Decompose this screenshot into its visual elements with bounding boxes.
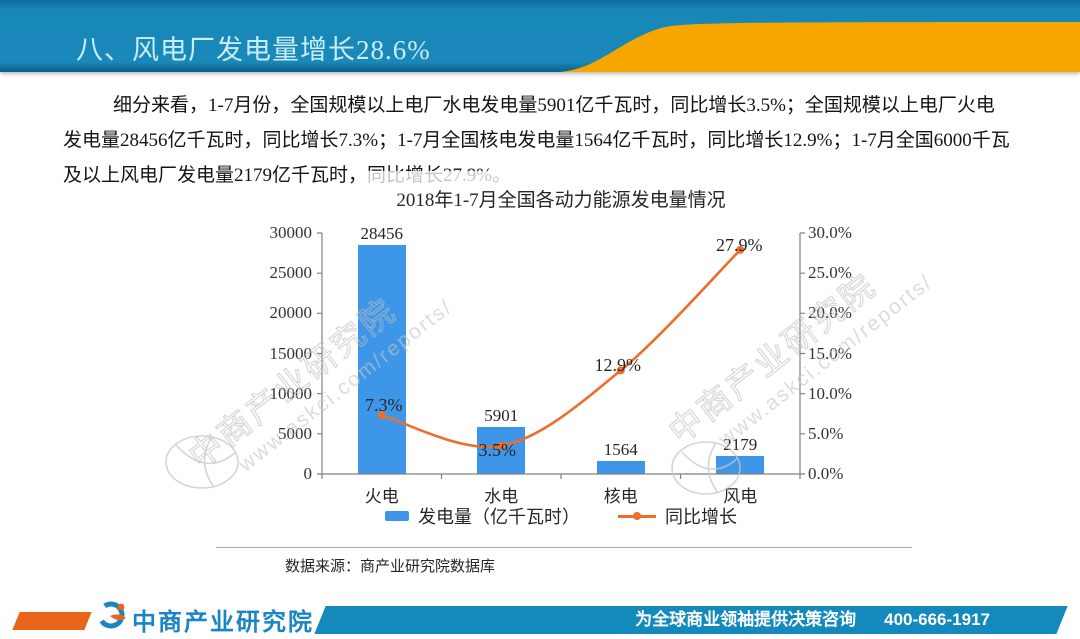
- growth-trend-line: [381, 248, 742, 449]
- chart-image-white-edge: [365, 171, 1023, 189]
- right-axis-tick: 10.0%: [808, 383, 852, 403]
- paragraph-line-2: 发电量28456亿千瓦时，同比增长7.3%；1-7月全国核电发电量1564亿千瓦…: [63, 130, 1010, 151]
- slide-header: 八、风电厂发电量增长28.6%: [0, 0, 1080, 72]
- data-source-note: 数据来源：商产业研究院数据库: [285, 559, 496, 575]
- company-logo-text: 中商产业研究院: [132, 609, 314, 636]
- bar-thermal-power: [357, 245, 406, 474]
- chart-bottom-divider: [216, 547, 912, 548]
- legend-bar-swatch: [385, 511, 409, 521]
- footer-band-text: 为全球商业领袖提供决策咨询 400-666-1917: [635, 607, 990, 633]
- growth-percent-label: 27.9%: [716, 234, 763, 255]
- chart-title: 2018年1-7月全国各动力能源发电量情况: [396, 190, 726, 211]
- footer-slogan: 为全球商业领袖提供决策咨询: [635, 610, 857, 629]
- category-label-nuclear: 核电: [603, 487, 638, 506]
- growth-percent-label: 12.9%: [594, 355, 642, 376]
- bar-value-label: 5901: [484, 405, 519, 425]
- growth-percent-label: 7.3%: [365, 395, 403, 416]
- right-axis-tick: 25.0%: [808, 263, 852, 283]
- header-swoosh-decoration: [560, 22, 1080, 72]
- company-logo-icon: [97, 601, 126, 629]
- right-axis-tick: 5.0%: [808, 423, 844, 443]
- left-axis-tick: 30000: [269, 223, 313, 242]
- growth-percent-label: 3.5%: [478, 439, 517, 460]
- page-title: 八、风电厂发电量增长28.6%: [76, 35, 431, 65]
- bar-wind-power: [716, 456, 765, 474]
- left-axis-tick: 5000: [278, 423, 312, 443]
- right-axis-tick: 0.0%: [808, 464, 844, 483]
- paragraph-line-1: 细分来看，1-7月份，全国规模以上电厂水电发电量5901亿千瓦时，同比增长3.5…: [113, 95, 995, 116]
- footer-phone-number: 400-666-1917: [884, 610, 990, 629]
- watermark-left: 中商产业研究院 www.askci.com/reports/: [177, 256, 458, 498]
- category-label-thermal: 火电: [364, 487, 399, 506]
- bar-value-label: 1564: [603, 440, 638, 460]
- body-paragraph: 细分来看，1-7月份，全国规模以上电厂水电发电量5901亿千瓦时，同比增长3.5…: [63, 88, 1063, 193]
- bar-value-label: 28456: [360, 224, 404, 244]
- category-label-hydro: 水电: [484, 487, 519, 506]
- legend-line-marker: [618, 511, 656, 520]
- legend-bar-label: 发电量（亿千瓦时）: [418, 507, 580, 527]
- left-axis-tick: 20000: [269, 303, 313, 323]
- left-axis-tick: 15000: [269, 343, 313, 363]
- legend-line-label: 同比增长: [665, 507, 737, 527]
- left-axis-tick: 25000: [269, 263, 313, 283]
- bar-nuclear-power: [596, 461, 645, 474]
- right-axis-tick: 30.0%: [808, 223, 852, 242]
- right-axis-tick: 20.0%: [808, 303, 852, 323]
- slide-footer: 中商产业研究院 为全球商业领袖提供决策咨询 400-666-1917: [0, 596, 1080, 639]
- left-axis-tick: 0: [303, 464, 313, 483]
- right-axis-tick: 15.0%: [808, 343, 852, 363]
- chart-legend: 发电量（亿千瓦时） 同比增长: [322, 503, 800, 529]
- left-axis-tick: 10000: [269, 383, 313, 403]
- bar-value-label: 2179: [723, 435, 758, 455]
- footer-orange-bar: [12, 612, 92, 630]
